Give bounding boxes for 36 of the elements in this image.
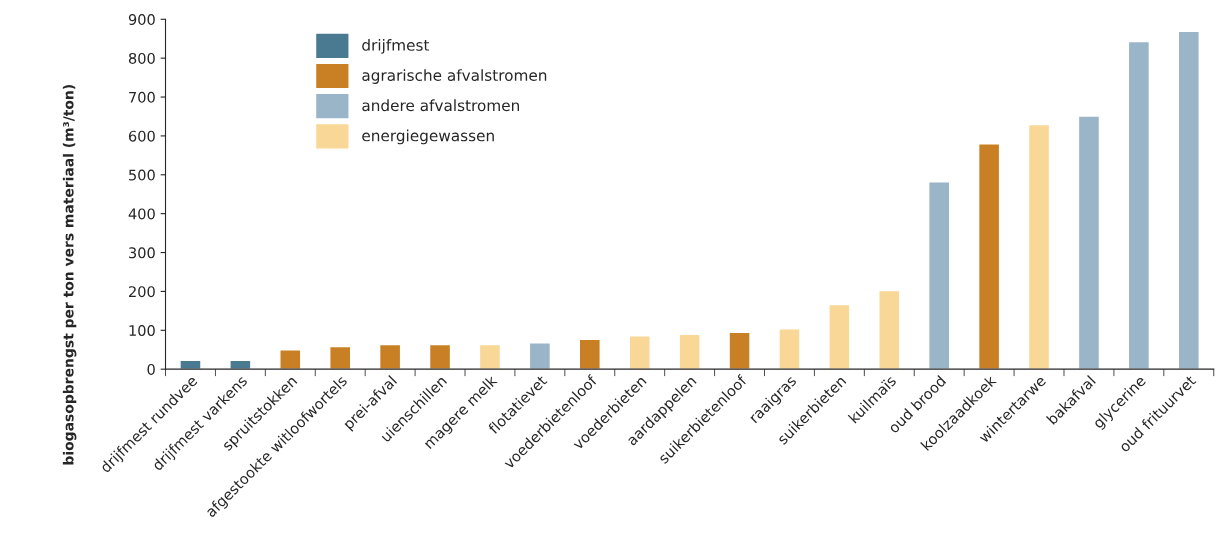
y-tick-label: 600 xyxy=(128,130,155,142)
y-tick-label: 900 xyxy=(128,14,155,26)
bar xyxy=(428,343,452,370)
bar xyxy=(778,328,801,370)
y-axis-title: biogasopbrengst per ton vers materiaal (m³/ton) xyxy=(62,85,77,465)
bar xyxy=(878,289,901,370)
bar xyxy=(478,343,502,370)
bar xyxy=(828,303,851,370)
bar xyxy=(977,142,1001,370)
bar xyxy=(1077,115,1101,370)
y-tick-label: 0 xyxy=(147,363,155,375)
bar xyxy=(229,359,252,370)
bar xyxy=(1027,123,1051,370)
legend-label: andere afvalstromen xyxy=(362,99,519,112)
bar xyxy=(179,359,202,370)
legend-label: energiegewassen xyxy=(362,129,494,145)
bar xyxy=(728,331,751,370)
bar xyxy=(1127,40,1151,370)
bar xyxy=(329,345,352,370)
y-tick-label: 200 xyxy=(129,286,155,298)
y-tick-label: 100 xyxy=(129,325,155,337)
bar xyxy=(628,335,651,370)
legend-label: agrarische afvalstromen xyxy=(362,69,547,84)
y-tick-label: 300 xyxy=(129,247,155,259)
legend-label: drijfmest xyxy=(362,39,430,54)
y-tick-label: 800 xyxy=(128,52,155,64)
bar xyxy=(279,349,302,370)
bar xyxy=(678,333,701,370)
bar xyxy=(528,342,552,370)
bar xyxy=(1177,30,1200,370)
y-tick-label: 400 xyxy=(128,208,155,220)
y-tick-label: 700 xyxy=(129,91,155,103)
bar xyxy=(378,343,402,370)
bar xyxy=(578,338,601,370)
bar xyxy=(928,181,951,370)
y-tick-label: 500 xyxy=(129,169,155,181)
